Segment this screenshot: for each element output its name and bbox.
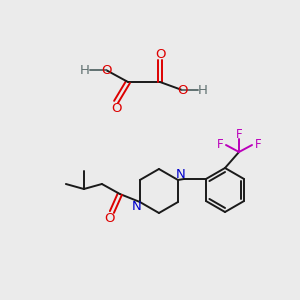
Text: O: O [111,101,121,115]
Text: O: O [155,47,165,61]
Text: H: H [80,64,90,76]
Text: O: O [177,83,187,97]
Text: H: H [198,83,208,97]
Text: O: O [101,64,111,76]
Text: F: F [217,139,223,152]
Text: N: N [176,169,186,182]
Text: N: N [132,200,142,214]
Text: F: F [236,128,242,140]
Text: O: O [105,212,115,226]
Text: F: F [255,139,261,152]
